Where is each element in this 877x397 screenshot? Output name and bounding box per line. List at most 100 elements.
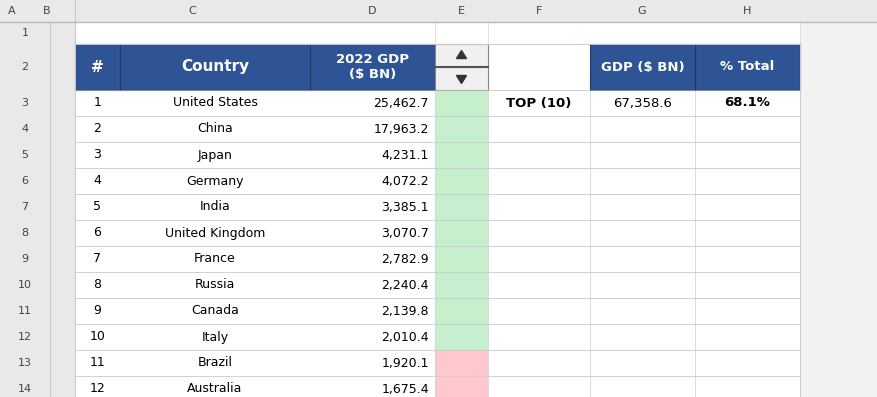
Text: 2,240.4: 2,240.4 <box>381 279 429 291</box>
Bar <box>695 376 800 397</box>
Text: 9: 9 <box>21 254 29 264</box>
Bar <box>488 116 590 142</box>
Text: H: H <box>743 6 752 16</box>
Text: 7: 7 <box>21 202 29 212</box>
Bar <box>310 44 435 90</box>
Bar <box>75 168 435 194</box>
Bar <box>435 272 488 298</box>
Bar <box>590 220 695 246</box>
Text: 1,920.1: 1,920.1 <box>381 357 429 370</box>
Bar <box>590 168 695 194</box>
Bar <box>590 324 695 350</box>
Text: B: B <box>43 6 51 16</box>
Bar <box>590 272 695 298</box>
Text: 2: 2 <box>94 123 102 135</box>
Text: Russia: Russia <box>195 279 235 291</box>
Bar <box>75 298 435 324</box>
Bar <box>695 324 800 350</box>
Bar <box>120 44 310 90</box>
Text: 17,963.2: 17,963.2 <box>374 123 429 135</box>
Bar <box>435 350 488 376</box>
Bar <box>0 22 75 397</box>
Text: 7: 7 <box>94 252 102 266</box>
Bar <box>590 376 695 397</box>
Bar <box>75 22 800 44</box>
Bar <box>435 22 488 44</box>
Text: 3: 3 <box>22 98 28 108</box>
Bar <box>695 220 800 246</box>
Bar <box>435 298 488 324</box>
Text: #: # <box>91 60 103 75</box>
Text: A: A <box>8 6 16 16</box>
Bar <box>488 90 590 116</box>
Bar <box>75 194 435 220</box>
Text: 1: 1 <box>22 28 28 38</box>
Bar <box>590 116 695 142</box>
Bar <box>75 376 435 397</box>
Bar <box>75 44 120 90</box>
Bar <box>435 44 488 67</box>
Bar <box>488 272 590 298</box>
Bar <box>695 272 800 298</box>
Bar <box>75 220 435 246</box>
Text: 6: 6 <box>94 227 102 239</box>
Text: 3,070.7: 3,070.7 <box>381 227 429 239</box>
Bar <box>0 22 50 397</box>
Bar <box>590 142 695 168</box>
Bar <box>435 194 488 220</box>
Text: Brazil: Brazil <box>197 357 232 370</box>
Bar <box>695 44 800 90</box>
Text: 2,010.4: 2,010.4 <box>381 330 429 343</box>
Bar <box>590 194 695 220</box>
Text: 10: 10 <box>18 280 32 290</box>
Text: 2,782.9: 2,782.9 <box>381 252 429 266</box>
Text: C: C <box>189 6 196 16</box>
Text: 2,139.8: 2,139.8 <box>381 304 429 318</box>
Bar <box>488 220 590 246</box>
Text: 68.1%: 68.1% <box>724 96 770 110</box>
Text: 8: 8 <box>21 228 29 238</box>
Bar <box>590 44 695 90</box>
Text: 5: 5 <box>94 200 102 214</box>
Text: 12: 12 <box>18 332 32 342</box>
Bar <box>488 350 590 376</box>
Text: 10: 10 <box>89 330 105 343</box>
Bar <box>75 324 435 350</box>
Text: 9: 9 <box>94 304 102 318</box>
Text: 11: 11 <box>89 357 105 370</box>
Bar <box>695 350 800 376</box>
Text: Canada: Canada <box>191 304 239 318</box>
Text: 1,675.4: 1,675.4 <box>381 382 429 395</box>
Text: E: E <box>458 6 465 16</box>
Text: 1: 1 <box>94 96 102 110</box>
Text: United Kingdom: United Kingdom <box>165 227 265 239</box>
Bar <box>695 246 800 272</box>
Text: TOP (10): TOP (10) <box>506 96 572 110</box>
Text: Australia: Australia <box>188 382 243 395</box>
Bar <box>435 142 488 168</box>
Text: 5: 5 <box>22 150 28 160</box>
Bar <box>435 376 488 397</box>
Text: % Total: % Total <box>720 60 774 73</box>
Bar <box>488 44 590 90</box>
Text: 11: 11 <box>18 306 32 316</box>
Bar <box>75 90 435 116</box>
Bar <box>695 90 800 116</box>
Bar <box>75 44 800 397</box>
Bar <box>435 90 488 116</box>
Bar <box>590 350 695 376</box>
Bar <box>695 298 800 324</box>
Text: 8: 8 <box>94 279 102 291</box>
Text: India: India <box>200 200 231 214</box>
Text: 12: 12 <box>89 382 105 395</box>
Bar <box>488 376 590 397</box>
Text: 6: 6 <box>22 176 28 186</box>
Bar <box>75 246 435 272</box>
Text: 2: 2 <box>21 62 29 72</box>
Bar <box>590 298 695 324</box>
Bar <box>75 272 435 298</box>
Bar <box>488 142 590 168</box>
Text: 2022 GDP
($ BN): 2022 GDP ($ BN) <box>336 53 409 81</box>
Bar <box>435 67 488 90</box>
Text: 4: 4 <box>21 124 29 134</box>
